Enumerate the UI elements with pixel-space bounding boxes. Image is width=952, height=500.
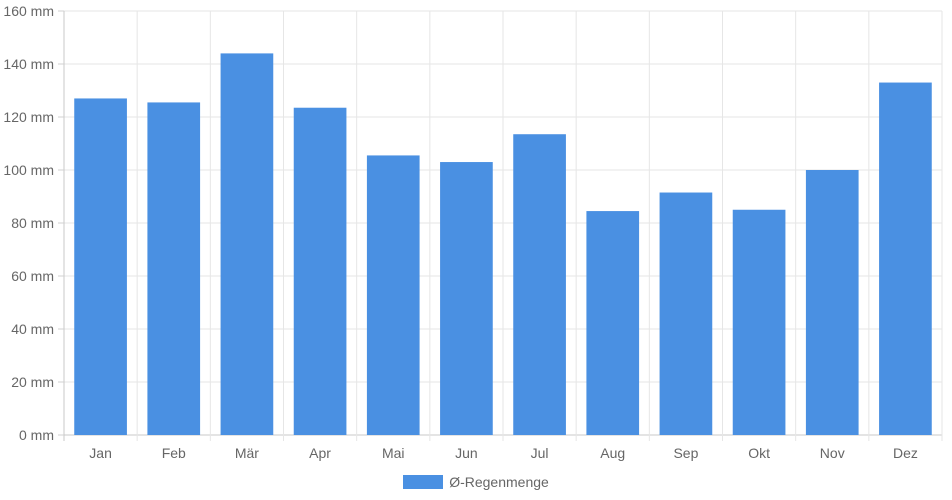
x-tick-label: Mai bbox=[382, 445, 405, 461]
x-tick-label: Dez bbox=[893, 445, 918, 461]
bar[interactable] bbox=[440, 162, 493, 436]
bar[interactable] bbox=[879, 82, 932, 436]
y-tick-label: 80 mm bbox=[11, 215, 54, 231]
y-tick-label: 40 mm bbox=[11, 321, 54, 337]
bar[interactable] bbox=[805, 170, 859, 435]
x-tick-label: Nov bbox=[820, 445, 845, 461]
x-tick-label: Feb bbox=[162, 445, 186, 461]
rainfall-bar-chart: 0 mm 20 mm 40 mm 60 mm 80 mm 100 mm 120 mm 140 … bbox=[3, 3, 943, 461]
y-tick-label: 160 mm bbox=[3, 3, 54, 19]
bar[interactable] bbox=[293, 107, 347, 435]
bar[interactable] bbox=[659, 192, 713, 435]
y-tick-label: 140 mm bbox=[3, 56, 54, 72]
legend-swatch bbox=[403, 475, 444, 489]
x-tick-label: Jul bbox=[531, 445, 549, 461]
bar[interactable] bbox=[513, 134, 566, 435]
bar[interactable] bbox=[147, 102, 201, 436]
x-axis: Jan Feb Mär Apr Mai Jun Jul Aug Sep Okt Nov Dez bbox=[89, 445, 918, 461]
bar[interactable] bbox=[220, 53, 274, 436]
chart-grid bbox=[63, 10, 943, 441]
legend-label: Ø-Regenmenge bbox=[449, 474, 549, 490]
x-tick-label: Okt bbox=[748, 445, 770, 461]
bar[interactable] bbox=[366, 155, 420, 436]
y-tick-label: 0 mm bbox=[19, 427, 54, 443]
chart-legend[interactable]: Ø-Regenmenge bbox=[0, 472, 952, 492]
y-tick-label: 20 mm bbox=[11, 374, 54, 390]
x-tick-label: Mär bbox=[235, 445, 259, 461]
y-tick-label: 60 mm bbox=[11, 268, 54, 284]
x-tick-label: Apr bbox=[309, 445, 331, 461]
x-tick-label: Aug bbox=[600, 445, 625, 461]
x-tick-label: Jun bbox=[455, 445, 478, 461]
y-axis: 0 mm 20 mm 40 mm 60 mm 80 mm 100 mm 120 mm 140 … bbox=[3, 3, 64, 443]
bar[interactable] bbox=[74, 98, 127, 435]
bar-series bbox=[74, 53, 932, 436]
x-tick-label: Jan bbox=[89, 445, 112, 461]
bar[interactable] bbox=[732, 209, 786, 435]
y-tick-label: 120 mm bbox=[3, 109, 54, 125]
y-tick-label: 100 mm bbox=[3, 162, 54, 178]
x-tick-label: Sep bbox=[673, 445, 698, 461]
bar[interactable] bbox=[586, 211, 640, 435]
